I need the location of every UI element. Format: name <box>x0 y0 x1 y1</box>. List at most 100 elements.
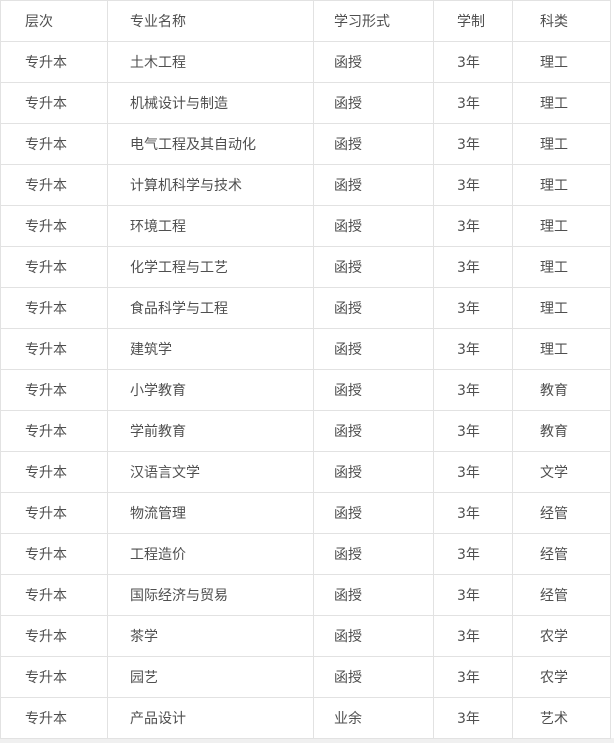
table-cell: 专升本 <box>0 574 108 616</box>
table-cell: 国际经济与贸易 <box>107 574 314 616</box>
table-cell: 函授 <box>313 41 434 83</box>
table-cell: 农学 <box>512 656 611 698</box>
table-cell: 专升本 <box>0 410 108 452</box>
table-cell: 工程造价 <box>107 533 314 575</box>
table-cell: 理工 <box>512 287 611 329</box>
table-cell: 汉语言文学 <box>107 451 314 493</box>
table-cell: 艺术 <box>512 697 611 739</box>
table-cell: 经管 <box>512 492 611 534</box>
table-row: 专升本 工程造价 函授 3年 经管 <box>0 533 611 575</box>
table-cell: 经管 <box>512 574 611 616</box>
table-row: 专升本 茶学 函授 3年 农学 <box>0 615 611 657</box>
table-cell: 机械设计与制造 <box>107 82 314 124</box>
table-cell: 理工 <box>512 246 611 288</box>
table-row: 专升本 小学教育 函授 3年 教育 <box>0 369 611 411</box>
table-cell: 3年 <box>433 656 513 698</box>
table-cell: 计算机科学与技术 <box>107 164 314 206</box>
table-cell: 学前教育 <box>107 410 314 452</box>
table-cell: 3年 <box>433 205 513 247</box>
table-cell: 化学工程与工艺 <box>107 246 314 288</box>
table-cell: 函授 <box>313 205 434 247</box>
table-cell: 专升本 <box>0 205 108 247</box>
table-cell: 专升本 <box>0 697 108 739</box>
table-cell: 食品科学与工程 <box>107 287 314 329</box>
table-header-row: 层次 专业名称 学习形式 学制 科类 <box>0 0 611 42</box>
table-cell: 函授 <box>313 164 434 206</box>
table-cell: 3年 <box>433 697 513 739</box>
table-cell: 专升本 <box>0 656 108 698</box>
table-cell: 函授 <box>313 246 434 288</box>
table-cell: 专升本 <box>0 164 108 206</box>
table-cell: 教育 <box>512 369 611 411</box>
column-header-level: 层次 <box>0 0 108 42</box>
table-cell: 专升本 <box>0 287 108 329</box>
table-cell: 产品设计 <box>107 697 314 739</box>
table-cell: 专升本 <box>0 615 108 657</box>
table-row: 专升本 土木工程 函授 3年 理工 <box>0 41 611 83</box>
table-cell: 函授 <box>313 492 434 534</box>
table-cell: 专升本 <box>0 246 108 288</box>
table-cell: 函授 <box>313 410 434 452</box>
table-cell: 函授 <box>313 369 434 411</box>
table-cell: 3年 <box>433 41 513 83</box>
table-cell: 函授 <box>313 574 434 616</box>
table-cell: 专升本 <box>0 123 108 165</box>
table-cell: 函授 <box>313 123 434 165</box>
table-row: 专升本 化学工程与工艺 函授 3年 理工 <box>0 246 611 288</box>
table-cell: 农学 <box>512 615 611 657</box>
table-row: 专升本 电气工程及其自动化 函授 3年 理工 <box>0 123 611 165</box>
table-cell: 理工 <box>512 123 611 165</box>
table-row: 专升本 建筑学 函授 3年 理工 <box>0 328 611 370</box>
table-row: 专升本 物流管理 函授 3年 经管 <box>0 492 611 534</box>
table-cell: 函授 <box>313 287 434 329</box>
table-cell: 3年 <box>433 492 513 534</box>
table-cell: 理工 <box>512 205 611 247</box>
table-cell: 3年 <box>433 246 513 288</box>
table-cell: 理工 <box>512 41 611 83</box>
table-row: 专升本 国际经济与贸易 函授 3年 经管 <box>0 574 611 616</box>
table-cell: 土木工程 <box>107 41 314 83</box>
table-cell: 理工 <box>512 82 611 124</box>
column-header-major: 专业名称 <box>107 0 314 42</box>
table-cell: 函授 <box>313 533 434 575</box>
table-cell: 函授 <box>313 328 434 370</box>
table-row: 专升本 机械设计与制造 函授 3年 理工 <box>0 82 611 124</box>
table-cell: 3年 <box>433 328 513 370</box>
table-cell: 建筑学 <box>107 328 314 370</box>
table-body: 专升本 土木工程 函授 3年 理工 专升本 机械设计与制造 函授 3年 理工 专升本 电气工程及其自动… <box>0 41 611 739</box>
table-cell: 函授 <box>313 615 434 657</box>
table-cell: 理工 <box>512 328 611 370</box>
table-cell: 经管 <box>512 533 611 575</box>
table-cell: 理工 <box>512 164 611 206</box>
table-cell: 3年 <box>433 533 513 575</box>
table-cell: 3年 <box>433 574 513 616</box>
table-cell: 茶学 <box>107 615 314 657</box>
table-row: 专升本 学前教育 函授 3年 教育 <box>0 410 611 452</box>
table-cell: 3年 <box>433 287 513 329</box>
column-header-study-form: 学习形式 <box>313 0 434 42</box>
column-header-category: 科类 <box>512 0 611 42</box>
table-cell: 3年 <box>433 451 513 493</box>
table-cell: 文学 <box>512 451 611 493</box>
table-cell: 业余 <box>313 697 434 739</box>
table-cell: 3年 <box>433 164 513 206</box>
table-cell: 3年 <box>433 615 513 657</box>
table-row: 专升本 环境工程 函授 3年 理工 <box>0 205 611 247</box>
table-cell: 3年 <box>433 123 513 165</box>
table-cell: 专升本 <box>0 41 108 83</box>
table-cell: 物流管理 <box>107 492 314 534</box>
table-cell: 函授 <box>313 451 434 493</box>
table-row: 专升本 食品科学与工程 函授 3年 理工 <box>0 287 611 329</box>
table-cell: 3年 <box>433 82 513 124</box>
table-cell: 专升本 <box>0 369 108 411</box>
table-cell: 教育 <box>512 410 611 452</box>
table-row: 专升本 汉语言文学 函授 3年 文学 <box>0 451 611 493</box>
table-cell: 3年 <box>433 410 513 452</box>
table-cell: 专升本 <box>0 492 108 534</box>
table-cell: 专升本 <box>0 533 108 575</box>
table-cell: 函授 <box>313 656 434 698</box>
table-cell: 专升本 <box>0 82 108 124</box>
table-cell: 专升本 <box>0 328 108 370</box>
table-cell: 园艺 <box>107 656 314 698</box>
